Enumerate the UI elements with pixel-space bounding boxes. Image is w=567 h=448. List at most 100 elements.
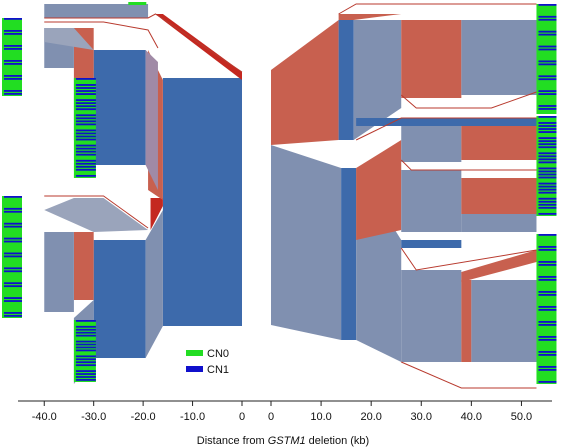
left-leaf-1-cn1-stripe bbox=[4, 18, 22, 20]
x-axis-title-gene: GSTM1 bbox=[268, 435, 306, 447]
right-leaf-1-cn1-stripe bbox=[538, 93, 557, 95]
left-leaf-3-cn1-stripe bbox=[4, 210, 22, 213]
left-leaf-4-cn1-stripe bbox=[75, 376, 96, 378]
right-upper-gray bbox=[353, 20, 402, 98]
x-tick-label-right-1: 10.0 bbox=[310, 411, 331, 423]
left-leaf-1-cn1-stripe bbox=[4, 45, 22, 47]
right-leaf-2-cn1-stripe bbox=[538, 167, 557, 170]
left-leaf-2-cn1-stripe bbox=[75, 132, 96, 135]
left-leaf-3-cn1-stripe bbox=[4, 267, 22, 270]
right-branch-line-top bbox=[338, 3, 537, 15]
left-leaf-4-cn1-stripe bbox=[75, 346, 96, 349]
left-leaf-2-cn1-stripe bbox=[75, 159, 96, 162]
right-leaf-2-cn1-stripe bbox=[538, 152, 557, 155]
right-branch-line-5 bbox=[400, 247, 537, 271]
right-leaf-2-cn1-stripe bbox=[538, 200, 557, 203]
left-leaf-1-cn1-stripe bbox=[4, 75, 22, 77]
left-leaf-4-cn1-stripe bbox=[75, 328, 96, 331]
right-mid-gray-2 bbox=[401, 170, 462, 232]
left-leaf-4-cn1-stripe bbox=[75, 355, 96, 358]
right-branch-line-4 bbox=[400, 159, 537, 171]
right-leaf-3-cn1-stripe bbox=[538, 261, 557, 263]
left-leaf-4-cn1-stripe bbox=[75, 379, 96, 381]
left-leaf-4-cn1-stripe bbox=[75, 364, 96, 367]
left-leaf-3-cn1-stripe bbox=[4, 285, 22, 288]
right-leaf-2-cn1-stripe bbox=[538, 161, 557, 164]
left-leaf-2-cn1-stripe bbox=[75, 117, 96, 120]
x-tick-label-right-0: 0 bbox=[268, 411, 274, 423]
x-axis: -40.0 -30.0 -20.0 -10.0 0 0 10.0 20.0 30.0 40.0 50… bbox=[18, 400, 552, 423]
right-leaf-3-cn1-stripe bbox=[538, 276, 557, 278]
left-leaf-4-cn1-stripe bbox=[75, 349, 96, 352]
left-top-thin-band bbox=[44, 4, 149, 18]
right-branch-line-3 bbox=[355, 117, 537, 141]
left-leaf-2-cn1-stripe bbox=[75, 99, 96, 102]
left-lower-red bbox=[73, 232, 94, 300]
right-upper-thin-red bbox=[338, 14, 402, 20]
left-leaf-4-cn1-stripe bbox=[75, 358, 96, 361]
right-leaf-2-cn1-stripe bbox=[538, 143, 557, 146]
right-leaf-2-cn1-stripe bbox=[538, 188, 557, 191]
right-leaf-1-cn1-stripe bbox=[538, 33, 557, 36]
right-mid-gray bbox=[401, 126, 462, 162]
right-leaf-2-cn1-stripe bbox=[538, 131, 557, 133]
left-leaf-1-cn1-stripe bbox=[4, 78, 22, 80]
right-leaf-3-cn1-stripe bbox=[538, 264, 557, 266]
right-leaf-3-cn1-stripe bbox=[538, 234, 557, 236]
x-axis-title: Distance from GSTM1 deletion (kb) bbox=[197, 435, 369, 447]
left-leaf-1-cn1-stripe bbox=[4, 93, 22, 95]
left-leaf-2-cn1-stripe bbox=[75, 78, 96, 80]
left-branch-line-3 bbox=[44, 195, 149, 229]
left-leaf-3-cn1-stripe bbox=[4, 255, 22, 258]
legend-label-cn1: CN1 bbox=[207, 364, 229, 376]
left-leaf-2-cn1-stripe bbox=[75, 84, 96, 86]
left-upper-block bbox=[93, 50, 146, 165]
x-axis-title-end: deletion (kb) bbox=[306, 435, 370, 447]
right-leaf-3-cn1-stripe bbox=[538, 279, 557, 281]
right-leaf-2-cn1-stripe bbox=[538, 140, 557, 143]
left-top-red-branch bbox=[155, 14, 242, 80]
left-lower-junction bbox=[145, 210, 163, 358]
left-leaf-2-cn1-stripe bbox=[75, 87, 96, 89]
x-tick-label-right-2: 20.0 bbox=[360, 411, 381, 423]
right-leaf-1-cn1-stripe bbox=[538, 45, 557, 48]
right-lower-block-gray bbox=[401, 270, 462, 362]
leaf-copy-number-bars bbox=[2, 2, 557, 384]
left-branch-line-2 bbox=[44, 21, 159, 49]
right-mid-gray-3 bbox=[461, 214, 537, 232]
right-branch-line-6 bbox=[401, 361, 537, 389]
legend-label-cn0: CN0 bbox=[207, 348, 229, 360]
left-leaf-3-cn1-stripe bbox=[4, 207, 22, 210]
right-leaf-2-cn1-stripe bbox=[538, 182, 557, 185]
right-lower-thin-blue bbox=[401, 240, 462, 248]
left-leaf-3-cn1-stripe bbox=[4, 225, 22, 228]
left-leaf-2-cn1-stripe bbox=[75, 165, 96, 168]
left-leaf-3-cn1-stripe bbox=[4, 297, 22, 299]
right-leaf-3-cn1-stripe bbox=[538, 339, 557, 341]
right-leaf-2-cn1-stripe bbox=[538, 173, 557, 176]
right-leaf-1-cn1-stripe bbox=[538, 60, 557, 63]
left-leaf-3-cn1-stripe bbox=[4, 196, 22, 198]
right-mid-red bbox=[461, 126, 537, 160]
left-lower-top-fan bbox=[44, 198, 149, 232]
right-leaf-3-cn1-stripe bbox=[538, 354, 557, 356]
x-tick-label-right-4: 40.0 bbox=[461, 411, 482, 423]
left-leaf-3-cn1-stripe bbox=[4, 222, 22, 225]
right-leaf-3-cn1-stripe bbox=[538, 381, 557, 383]
left-leaf-2-cn1-stripe bbox=[75, 174, 96, 177]
left-leaf-4-cn1-stripe bbox=[75, 373, 96, 375]
right-leaf-2-cn1-stripe bbox=[538, 137, 557, 140]
left-upper-mixed bbox=[145, 50, 158, 190]
x-tick-label-left-0: -40.0 bbox=[32, 411, 57, 423]
right-leaf-3-cn1-stripe bbox=[538, 351, 557, 353]
right-leaf-2-cn1-stripe bbox=[538, 158, 557, 161]
right-leaf-1-cn1-stripe bbox=[538, 48, 557, 51]
left-leaf-1-cn1-stripe bbox=[4, 48, 22, 50]
right-leaf-2-cn1-stripe bbox=[538, 146, 557, 149]
right-leaf-3-cn1-stripe bbox=[538, 369, 557, 371]
left-leaf-2-cn1-stripe bbox=[75, 168, 96, 171]
left-leaf-2-cn1-stripe bbox=[75, 123, 96, 126]
left-leaf-4-cn1-stripe bbox=[75, 370, 96, 372]
